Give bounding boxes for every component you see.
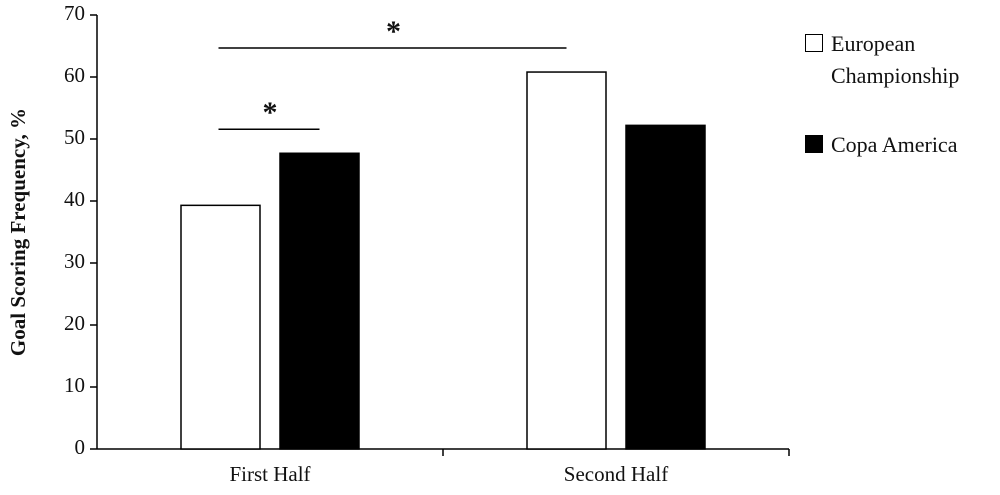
bar	[180, 204, 261, 450]
y-tick-label: 20	[64, 311, 85, 335]
legend-swatch	[805, 135, 823, 153]
y-tick-label: 50	[64, 125, 85, 149]
y-tick-label: 70	[64, 1, 85, 25]
y-axis-label: Goal Scoring Frequency, %	[6, 108, 30, 356]
legend-label: European Championship	[831, 31, 960, 88]
y-tick-label: 10	[64, 373, 85, 397]
bar	[526, 71, 607, 450]
y-tick-label: 40	[64, 187, 85, 211]
x-tick-label: Second Half	[564, 462, 668, 486]
significance-marker: *	[386, 15, 401, 48]
y-tick-label: 0	[75, 435, 86, 459]
x-tick-label: First Half	[229, 462, 310, 486]
y-tick-label: 30	[64, 249, 85, 273]
significance-marker: *	[263, 96, 278, 129]
y-tick-label: 60	[64, 63, 85, 87]
bar	[625, 124, 706, 450]
legend-label: Copa America	[831, 132, 958, 157]
legend-swatch	[805, 34, 823, 52]
bar	[279, 152, 360, 450]
